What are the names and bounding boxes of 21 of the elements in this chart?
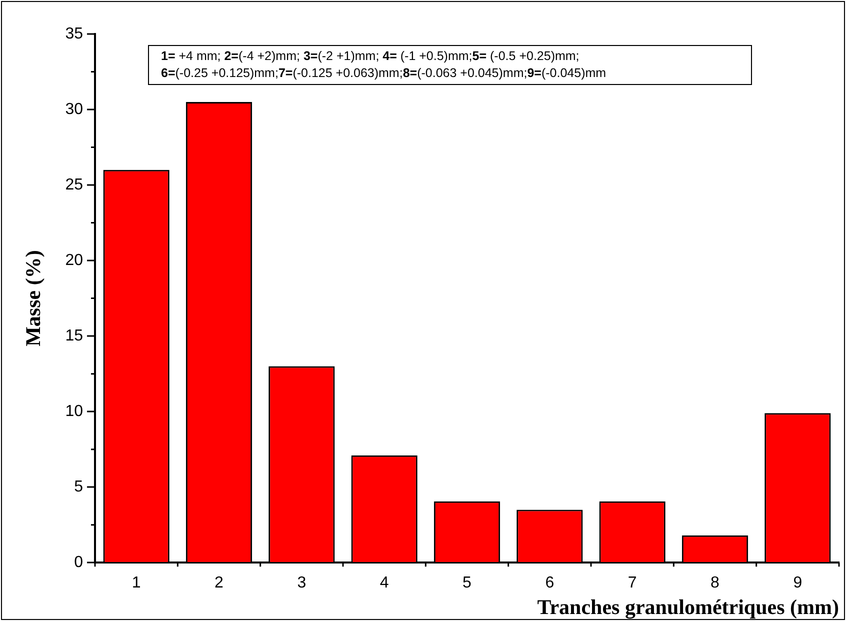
y-tick-label: 30 xyxy=(65,100,84,118)
y-tick-label: 0 xyxy=(74,554,84,572)
x-tick-label: 3 xyxy=(297,574,306,592)
y-tick-label: 35 xyxy=(65,25,84,42)
y-tick-label: 10 xyxy=(65,402,84,420)
y-axis-title: Masse (%) xyxy=(21,250,46,346)
x-tick-label: 2 xyxy=(214,574,224,592)
x-tick-label: 5 xyxy=(462,574,472,592)
y-tick-label: 5 xyxy=(74,478,84,496)
y-tick-label: 20 xyxy=(65,252,84,269)
x-axis-title: Tranches granulométriques (mm) xyxy=(537,594,839,619)
note-box: 1= +4 mm; 2=(-4 +2)mm; 3=(-2 +1)mm; 4= (-1 +0.5)mm;5= (-0.5 +0.25)mm; 6=(-0.25 +0.125)mm;7=(-0.125 +0.063)mm;8=(-0.063 +0.045)mm;9=(-0.045)mm xyxy=(148,45,752,85)
x-tick-label: 6 xyxy=(545,574,554,592)
y-tick-label: 15 xyxy=(65,327,84,344)
x-tick-label: 8 xyxy=(710,574,720,592)
x-tick-label: 7 xyxy=(628,574,637,592)
y-tick-label: 25 xyxy=(65,176,84,194)
x-tick-label: 1 xyxy=(132,574,141,592)
x-tick-label: 4 xyxy=(380,574,389,592)
x-tick-label: 9 xyxy=(793,574,802,592)
annotation: 6=(-0.25 +0.125)mm;7=(-0.125 +0.063)mm;8=(-0.063 +0.045)mm;9=(-0.045)mm xyxy=(161,66,606,80)
